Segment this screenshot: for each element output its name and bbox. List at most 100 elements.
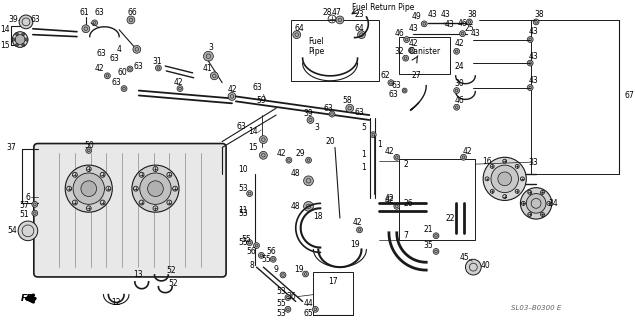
Circle shape [388, 80, 394, 86]
Text: 56: 56 [247, 247, 257, 256]
Text: 43: 43 [528, 76, 538, 85]
Text: 63: 63 [253, 83, 262, 92]
Text: 37: 37 [6, 143, 16, 152]
Circle shape [19, 15, 33, 29]
Text: 55: 55 [238, 238, 248, 247]
Text: 25: 25 [465, 24, 474, 33]
Text: 42: 42 [455, 39, 464, 48]
Text: 43: 43 [441, 10, 451, 19]
Circle shape [453, 104, 460, 110]
Text: 47: 47 [332, 8, 342, 17]
Text: 43: 43 [471, 29, 480, 38]
Circle shape [15, 33, 18, 36]
Text: 16: 16 [482, 157, 492, 166]
Text: 45: 45 [460, 253, 469, 262]
Text: 63: 63 [392, 81, 402, 90]
Circle shape [104, 73, 110, 79]
Circle shape [32, 201, 37, 207]
Text: 26: 26 [404, 199, 413, 208]
Circle shape [453, 48, 460, 54]
Text: 63: 63 [323, 104, 333, 113]
Text: 8: 8 [250, 261, 255, 270]
Text: 1: 1 [362, 163, 366, 172]
Text: 62: 62 [380, 71, 390, 80]
Text: 48: 48 [291, 170, 300, 179]
Circle shape [293, 31, 300, 39]
Text: 6: 6 [25, 193, 30, 202]
Circle shape [357, 227, 363, 233]
Circle shape [394, 204, 400, 209]
Text: 58: 58 [342, 96, 352, 105]
Text: 67: 67 [624, 91, 634, 100]
Text: 29: 29 [296, 149, 305, 158]
Text: 33: 33 [528, 158, 538, 167]
Text: 38: 38 [467, 10, 477, 19]
Text: 46: 46 [395, 29, 404, 38]
Text: 23: 23 [355, 10, 364, 19]
Circle shape [303, 271, 309, 277]
Circle shape [336, 16, 344, 24]
Circle shape [81, 181, 97, 196]
Circle shape [403, 55, 408, 61]
Text: 9: 9 [274, 265, 279, 274]
Circle shape [329, 111, 335, 117]
Circle shape [453, 88, 460, 93]
Text: 42: 42 [384, 194, 394, 203]
Text: 48: 48 [291, 202, 300, 211]
Circle shape [433, 233, 439, 239]
Text: 30: 30 [455, 79, 464, 88]
Circle shape [421, 21, 427, 27]
Text: 53: 53 [238, 184, 248, 193]
Text: 65: 65 [304, 309, 314, 318]
Circle shape [460, 154, 467, 160]
Text: 52: 52 [168, 279, 178, 288]
Text: 39: 39 [8, 15, 18, 24]
Text: 46: 46 [458, 19, 467, 28]
Circle shape [228, 92, 236, 100]
Circle shape [304, 201, 314, 211]
Circle shape [285, 295, 291, 300]
Circle shape [32, 210, 37, 216]
Text: 52: 52 [166, 266, 176, 275]
Text: Fuel
Pipe: Fuel Pipe [308, 37, 324, 56]
Bar [399, 159, 475, 240]
Text: 63: 63 [97, 49, 107, 58]
Text: 55: 55 [242, 235, 251, 244]
Circle shape [491, 165, 518, 193]
Text: 44: 44 [304, 299, 314, 308]
Text: 50: 50 [84, 141, 93, 150]
Text: 42: 42 [352, 219, 363, 228]
Text: 20: 20 [325, 137, 335, 146]
Text: 63: 63 [354, 108, 364, 117]
Circle shape [305, 157, 311, 163]
Circle shape [253, 243, 260, 249]
Circle shape [18, 221, 37, 241]
Text: 56: 56 [266, 247, 276, 256]
Text: 42: 42 [276, 149, 286, 158]
Text: 63: 63 [134, 61, 144, 70]
Circle shape [467, 19, 472, 25]
Circle shape [521, 188, 552, 219]
Bar [314, 272, 352, 315]
Text: 14: 14 [1, 25, 10, 34]
Circle shape [285, 306, 291, 312]
Circle shape [127, 66, 133, 72]
Text: FR.: FR. [21, 294, 37, 303]
Text: 49: 49 [411, 12, 421, 20]
Circle shape [312, 306, 318, 312]
Text: 64: 64 [295, 24, 305, 33]
Circle shape [177, 86, 183, 92]
Text: 51: 51 [19, 210, 29, 219]
Circle shape [12, 38, 15, 41]
Text: 53: 53 [238, 209, 248, 218]
Circle shape [22, 33, 25, 36]
Text: 42: 42 [409, 39, 418, 48]
Circle shape [204, 51, 213, 61]
Circle shape [65, 165, 112, 212]
Circle shape [127, 16, 135, 24]
Text: 2: 2 [404, 160, 408, 169]
Text: 55: 55 [276, 299, 286, 308]
Circle shape [140, 173, 171, 204]
Text: 63: 63 [31, 15, 41, 24]
Text: 63: 63 [111, 78, 121, 87]
